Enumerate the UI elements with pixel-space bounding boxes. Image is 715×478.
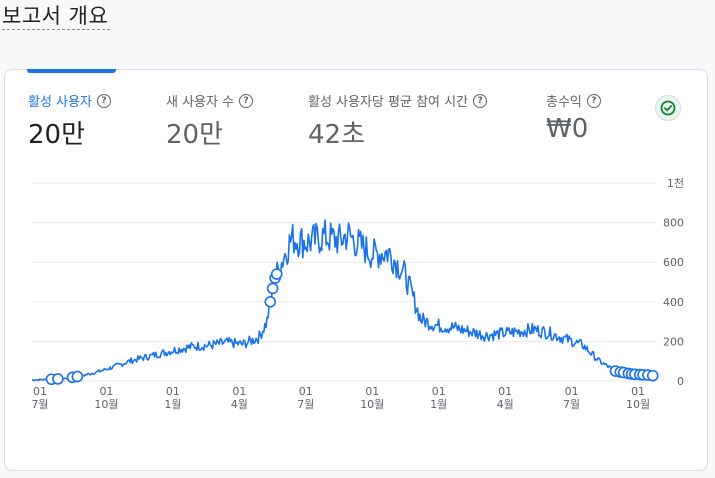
series-line [31, 219, 657, 382]
help-icon[interactable]: ? [96, 93, 111, 108]
annotation-marker [646, 369, 659, 382]
x-tick-label-month: 10월 [626, 398, 650, 411]
x-tick-label-month: 1월 [164, 398, 181, 411]
help-icon[interactable]: ? [239, 93, 254, 108]
annotation-marker [270, 268, 283, 280]
annotation-marker [266, 282, 279, 295]
x-tick-label-day: 01 [232, 385, 246, 398]
metric-label: 총수익 [546, 95, 582, 110]
x-tick-label-month: 10월 [360, 398, 384, 411]
x-tick-label-day: 01 [631, 385, 645, 398]
title-underline [2, 29, 110, 30]
metric-label: 새 사용자 수 [166, 95, 235, 110]
x-tick-label-month: 1월 [430, 398, 447, 411]
x-tick-label-month: 4월 [497, 398, 514, 411]
metric-total-revenue[interactable]: 총수익 ? ₩0 [546, 91, 601, 144]
x-tick-label-day: 01 [432, 385, 446, 398]
annotation-marker [52, 373, 64, 385]
x-tick-label-day: 01 [365, 385, 379, 398]
x-tick-label-month: 10월 [94, 398, 118, 411]
page-title: 보고서 개요 [2, 4, 109, 28]
annotation-marker [71, 370, 84, 383]
x-tick-label-month: 7월 [31, 398, 48, 411]
x-tick-label-month: 7월 [297, 398, 314, 411]
x-tick-label-day: 01 [166, 385, 180, 398]
x-tick-label-day: 01 [99, 385, 113, 398]
metric-avg-engagement-time[interactable]: 활성 사용자당 평균 참여 시간 ? 42초 [308, 91, 488, 151]
x-tick-label-day: 01 [498, 385, 512, 398]
metric-label: 활성 사용자당 평균 참여 시간 [308, 95, 469, 110]
annotation-marker [264, 295, 277, 308]
metric-active-users[interactable]: 활성 사용자 ? 20만 [28, 91, 111, 151]
metric-new-users[interactable]: 새 사용자 수 ? 20만 [166, 91, 254, 151]
metric-value: ₩0 [546, 114, 589, 144]
overview-card [4, 69, 708, 471]
metric-label: 활성 사용자 [28, 95, 92, 110]
metric-value: 42초 [308, 120, 366, 150]
help-icon[interactable]: ? [473, 93, 488, 108]
x-tick-label-day: 01 [33, 385, 47, 398]
y-tick-label: 400 [663, 296, 684, 309]
y-tick-label: 600 [663, 256, 684, 269]
x-tick-label-month: 7월 [563, 398, 580, 411]
metric-value: 20만 [166, 120, 224, 150]
help-icon[interactable]: ? [586, 93, 601, 108]
check-circle-icon[interactable] [655, 95, 681, 121]
x-tick-label-day: 01 [565, 385, 579, 398]
y-tick-label: 800 [663, 217, 684, 230]
y-tick-label: 1천 [667, 176, 684, 190]
metric-value: 20만 [28, 120, 86, 150]
x-tick-label-month: 4월 [231, 398, 248, 411]
x-tick-label-day: 01 [299, 385, 313, 398]
y-tick-label: 0 [677, 375, 684, 388]
y-tick-label: 200 [663, 335, 684, 348]
active-metric-indicator [27, 69, 116, 73]
